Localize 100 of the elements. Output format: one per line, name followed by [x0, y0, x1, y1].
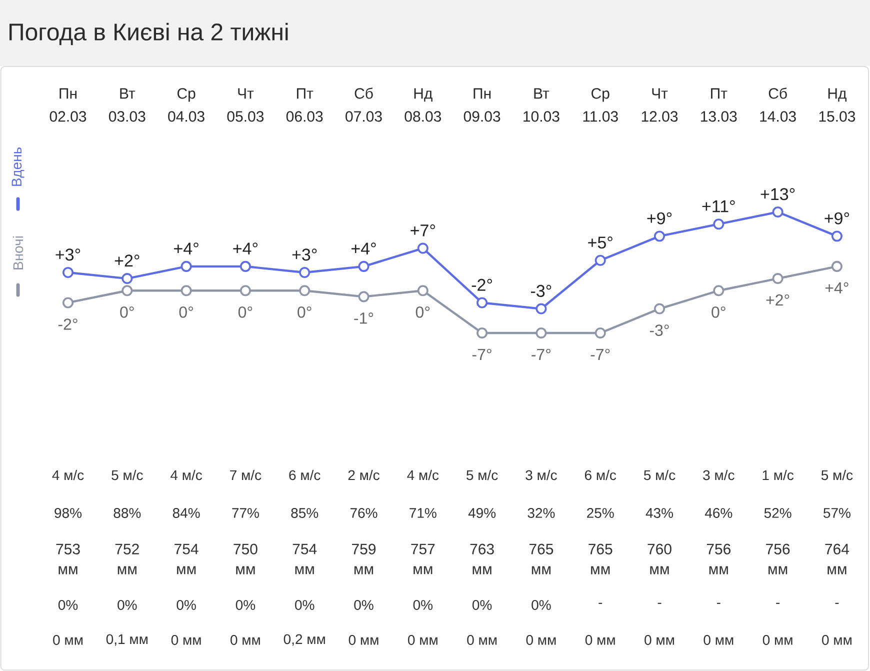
text: 0% — [236, 600, 256, 610]
data-label: -2° — [58, 318, 78, 330]
point — [299, 285, 310, 296]
text: 4 м/с — [52, 470, 84, 480]
point — [831, 230, 842, 242]
text: 25% — [587, 508, 614, 518]
text: 0,2 мм — [284, 634, 325, 646]
text: Вночі — [12, 236, 24, 270]
data-label: +2° — [766, 294, 790, 306]
text: 0% — [413, 600, 433, 610]
data-label: +7° — [410, 224, 435, 236]
text: 0 мм — [585, 635, 615, 645]
point — [831, 260, 842, 272]
point — [240, 285, 251, 296]
text: 4 м/с — [170, 470, 202, 480]
point — [594, 254, 606, 266]
text: - — [598, 602, 602, 604]
point — [772, 206, 784, 218]
text: 760 мм — [648, 544, 672, 574]
x-tick-label: Сб 14.03 — [760, 88, 796, 122]
data-label: 0° — [712, 306, 726, 318]
data-label: 0° — [238, 306, 252, 318]
text: 0 мм — [467, 635, 497, 645]
text: 84% — [172, 508, 200, 518]
text: 46% — [704, 508, 732, 518]
text: - — [776, 602, 780, 604]
text: 764 мм — [825, 544, 850, 574]
text: 7 м/с — [230, 470, 262, 480]
text: 763 мм — [470, 544, 494, 574]
text: 3 м/с — [703, 470, 734, 480]
point — [180, 285, 192, 296]
text: 5 м/с — [466, 470, 498, 480]
point — [62, 297, 74, 308]
x-tick-label: Вт 10.03 — [524, 88, 560, 122]
x-tick-label: Нд 08.03 — [404, 88, 442, 122]
text: - — [658, 602, 662, 604]
text: 0% — [295, 600, 314, 610]
data-label: +4° — [233, 242, 258, 254]
text: 0% — [532, 600, 551, 610]
point — [180, 260, 192, 272]
text: 0% — [58, 600, 78, 610]
data-label: -7° — [590, 348, 610, 360]
point — [122, 285, 133, 296]
data-label: -3° — [531, 284, 552, 297]
point — [476, 327, 488, 338]
data-label: -3° — [650, 324, 669, 336]
text: 754 мм — [174, 544, 198, 574]
text: 71% — [410, 508, 436, 518]
text: 754 мм — [292, 544, 317, 574]
text: 756 мм — [706, 544, 731, 574]
text: 752 мм — [115, 544, 139, 574]
data-label: -7° — [532, 348, 551, 360]
text: 43% — [646, 508, 674, 518]
text: 1 м/с — [762, 470, 794, 480]
text: 32% — [528, 508, 555, 518]
text: 765 мм — [588, 544, 612, 574]
data-label: +4° — [174, 242, 198, 254]
point — [476, 297, 488, 308]
text: 77% — [232, 508, 259, 518]
data-label: -7° — [472, 348, 492, 360]
text: 98% — [54, 508, 82, 518]
x-tick-label: Нд 15.03 — [819, 88, 856, 122]
text: 0% — [354, 600, 374, 610]
text: 753 мм — [56, 544, 80, 574]
data-label: -2° — [472, 278, 492, 291]
text: 0 мм — [348, 635, 378, 645]
text: 0 мм — [230, 635, 260, 645]
text: 759 мм — [352, 544, 376, 574]
text: 756 мм — [766, 544, 790, 574]
text: 750 мм — [234, 544, 258, 574]
x-tick-label: Пт 06.03 — [286, 88, 323, 122]
text: 52% — [764, 508, 792, 518]
point — [299, 266, 310, 278]
point — [654, 303, 665, 314]
data-label: +11° — [702, 200, 735, 212]
text: 5 м/с — [821, 470, 853, 480]
text: 0 мм — [526, 635, 556, 645]
text: 76% — [350, 508, 378, 518]
data-label: 0° — [120, 306, 134, 318]
text: 0 мм — [762, 635, 792, 645]
text: 6 м/с — [584, 470, 616, 480]
text: 6 м/с — [289, 470, 320, 480]
data-label: +13° — [760, 188, 795, 200]
x-tick-label: Чт 05.03 — [227, 88, 264, 122]
point — [122, 273, 133, 284]
text: - — [716, 602, 720, 604]
point — [713, 218, 724, 230]
text: 765 мм — [529, 544, 554, 574]
point — [713, 285, 724, 296]
text: 0 мм — [53, 635, 82, 645]
text: 5 м/с — [644, 470, 676, 480]
point — [654, 230, 665, 242]
point — [358, 291, 370, 302]
data-label: +9° — [824, 212, 850, 224]
text: 0,1 мм — [106, 634, 148, 646]
x-tick-label: Пн 09.03 — [464, 88, 500, 122]
text: 85% — [291, 508, 318, 518]
text: Вдень — [12, 147, 24, 186]
text: 0 мм — [644, 635, 674, 645]
text: 5 м/с — [112, 470, 143, 480]
